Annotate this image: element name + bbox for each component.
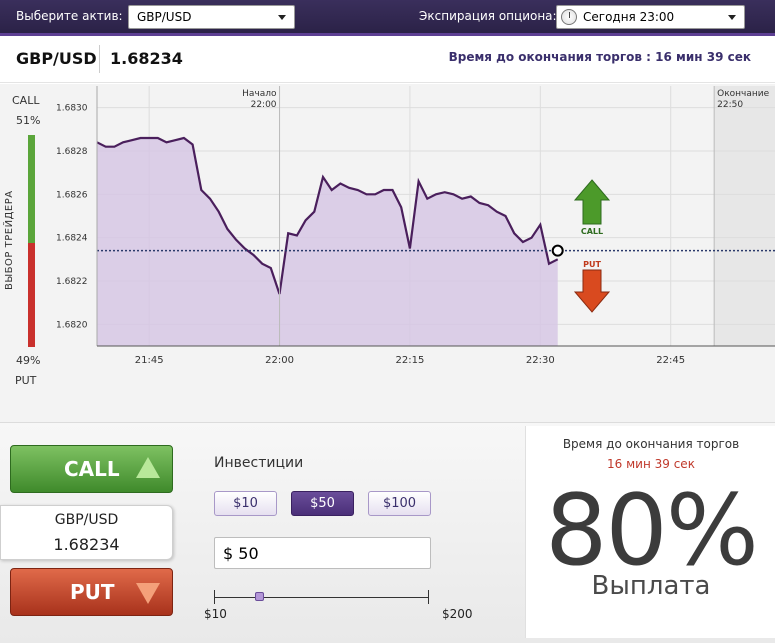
put-button[interactable]: PUT bbox=[10, 568, 173, 616]
time-left-text: Время до окончания торгов : 16 мин 39 се… bbox=[448, 50, 751, 64]
chevron-down-icon bbox=[278, 15, 286, 20]
triangle-up-icon bbox=[136, 457, 160, 478]
divider bbox=[99, 45, 100, 73]
amount-100-button[interactable]: $100 bbox=[368, 491, 431, 516]
call-button-label: CALL bbox=[64, 457, 120, 481]
put-arrow-icon bbox=[573, 269, 611, 313]
amount-50-button[interactable]: $50 bbox=[291, 491, 354, 516]
asset-card-price: 1.68234 bbox=[53, 535, 120, 554]
slider-min-label: $10 bbox=[204, 607, 227, 621]
call-arrow-icon bbox=[573, 179, 611, 225]
investment-title: Инвестиции bbox=[214, 455, 304, 471]
start-marker-label: Начало bbox=[242, 89, 277, 99]
end-marker-time: 22:50 bbox=[717, 100, 743, 110]
payout-time-value: 16 мин 39 сек bbox=[607, 457, 695, 471]
price-line bbox=[96, 136, 559, 295]
trader-put-label: PUT bbox=[15, 374, 37, 387]
clock-icon bbox=[561, 9, 577, 25]
asset-header: GBP/USD 1.68234 Время до окончания торго… bbox=[0, 39, 775, 83]
trader-call-percent: 51% bbox=[16, 114, 41, 127]
asset-select[interactable]: GBP/USD bbox=[128, 5, 295, 29]
trader-call-label: CALL bbox=[12, 94, 40, 107]
y-tick-label: 1.6820 bbox=[56, 320, 88, 330]
x-tick-label: 22:45 bbox=[656, 355, 685, 366]
y-tick-label: 1.6826 bbox=[56, 190, 88, 200]
chevron-down-icon bbox=[728, 15, 736, 20]
x-tick-label: 22:15 bbox=[396, 355, 425, 366]
expiry-select-label: Экспирация опциона: bbox=[419, 9, 557, 23]
top-bar: Выберите актив: GBP/USD Экспирация опцио… bbox=[0, 0, 775, 36]
expiry-select[interactable]: Сегодня 23:00 bbox=[556, 5, 745, 29]
start-marker-time: 22:00 bbox=[251, 100, 277, 110]
triangle-down-icon bbox=[136, 583, 160, 604]
end-marker-label: Окончание bbox=[717, 89, 769, 99]
asset-select-value: GBP/USD bbox=[137, 10, 192, 24]
y-tick-label: 1.6830 bbox=[56, 104, 88, 114]
amount-10-button[interactable]: $10 bbox=[214, 491, 277, 516]
slider-handle[interactable] bbox=[255, 592, 264, 601]
y-tick-label: 1.6824 bbox=[56, 234, 88, 244]
y-tick-label: 1.6822 bbox=[56, 277, 88, 287]
slider-tick-min bbox=[214, 590, 215, 604]
payout-label: Выплата bbox=[591, 571, 711, 601]
investment-amount-input[interactable] bbox=[214, 537, 431, 569]
post-expiry-zone bbox=[714, 86, 775, 346]
put-arrow-label: PUT bbox=[583, 260, 601, 269]
expiry-select-value: Сегодня 23:00 bbox=[583, 10, 675, 24]
trader-put-percent: 49% bbox=[16, 354, 41, 367]
x-tick-label: 21:45 bbox=[135, 355, 164, 366]
x-tick-label: 22:00 bbox=[265, 355, 294, 366]
price-chart: Начало22:00Окончание22:501.68201.68221.6… bbox=[56, 86, 775, 366]
put-button-label: PUT bbox=[70, 580, 115, 604]
trader-call-fill bbox=[28, 135, 35, 244]
y-tick-label: 1.6828 bbox=[56, 147, 88, 157]
slider-max-label: $200 bbox=[442, 607, 473, 621]
asset-card-name: GBP/USD bbox=[54, 512, 119, 528]
trader-put-fill bbox=[28, 243, 35, 347]
call-button[interactable]: CALL bbox=[10, 445, 173, 493]
asset-select-label: Выберите актив: bbox=[16, 9, 123, 23]
slider-tick-max bbox=[428, 590, 429, 604]
payout-percent: 80% bbox=[545, 474, 759, 588]
trader-choice-bar bbox=[28, 135, 35, 347]
current-price-dot bbox=[551, 244, 564, 257]
call-arrow-label: CALL bbox=[581, 227, 603, 236]
x-tick-label: 22:30 bbox=[526, 355, 555, 366]
asset-card: GBP/USD 1.68234 bbox=[0, 505, 173, 560]
payout-box: Время до окончания торгов 16 мин 39 сек … bbox=[525, 426, 775, 638]
asset-price: 1.68234 bbox=[110, 49, 183, 68]
asset-name: GBP/USD bbox=[16, 49, 97, 68]
investment-slider[interactable] bbox=[214, 597, 429, 598]
price-area bbox=[97, 138, 558, 346]
payout-time-title: Время до окончания торгов bbox=[562, 437, 740, 451]
